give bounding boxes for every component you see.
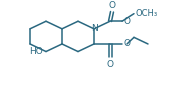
Text: O: O	[106, 60, 114, 69]
Text: HO: HO	[29, 47, 43, 56]
Text: O: O	[108, 1, 115, 10]
Text: OCH₃: OCH₃	[135, 9, 157, 18]
Text: O: O	[123, 39, 130, 48]
Text: O: O	[123, 17, 130, 26]
Text: N: N	[91, 24, 97, 33]
